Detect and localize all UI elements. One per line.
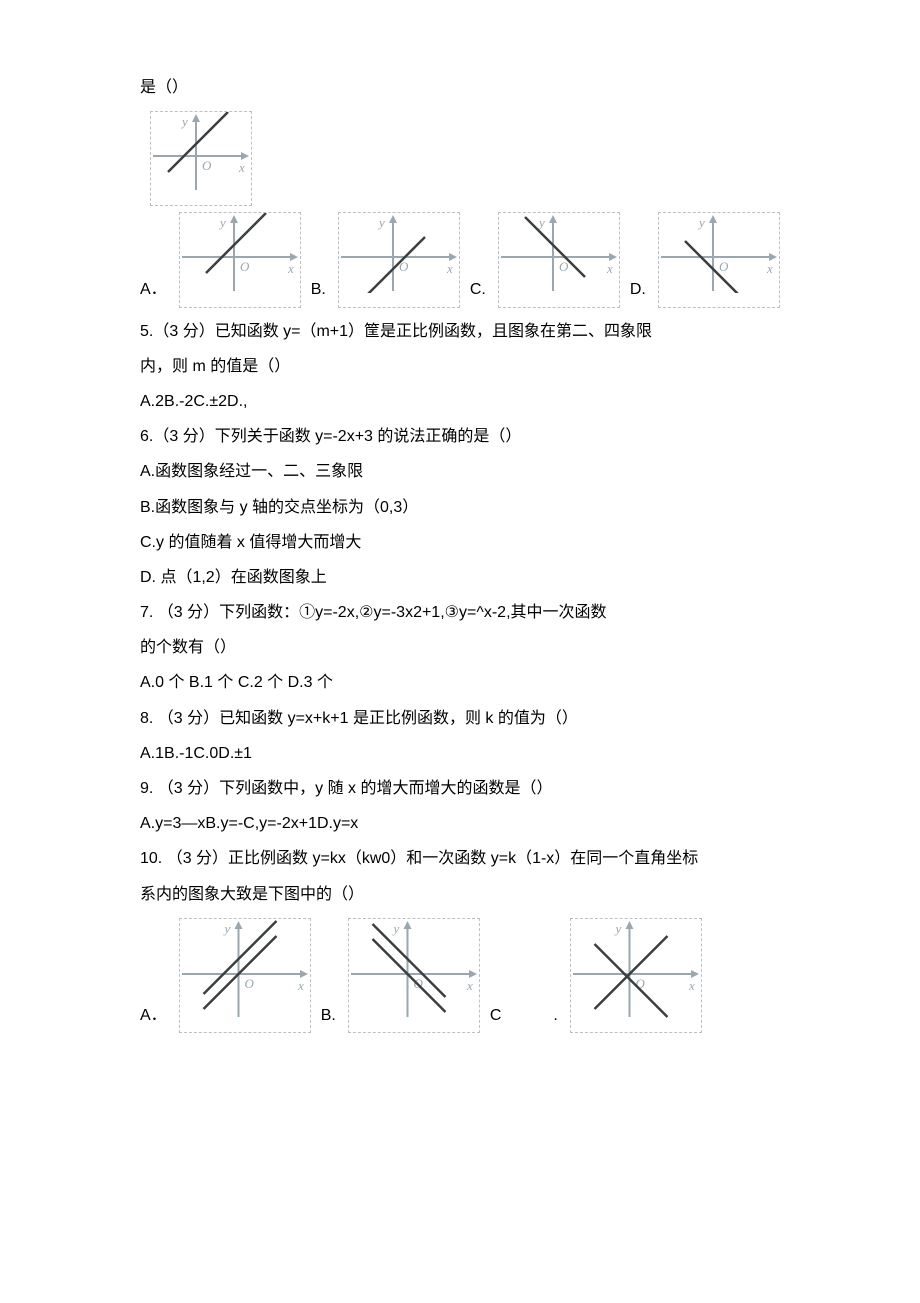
q6-opt-b: B.函数图象与 y 轴的交点坐标为（0,3） bbox=[140, 490, 780, 525]
q10-option-label-2: C bbox=[490, 998, 502, 1033]
q4-option-graph-3: O x y bbox=[658, 212, 780, 307]
q10-option-graph-3: O x y bbox=[570, 918, 702, 1033]
q5-line1: 5.（3 分）已知函数 y=（m+1）筐是正比例函数，且图象在第二、四象限 bbox=[140, 314, 780, 349]
svg-text:y: y bbox=[222, 921, 230, 936]
svg-text:y: y bbox=[613, 921, 621, 936]
q4-option-graph-2: O x y bbox=[498, 212, 620, 307]
q6-opt-a: A.函数图象经过一、二、三象限 bbox=[140, 454, 780, 489]
svg-text:y: y bbox=[218, 215, 226, 230]
q10-option-label-1: B. bbox=[321, 998, 336, 1033]
svg-text:x: x bbox=[606, 261, 613, 276]
q9-line2: A.y=3—xB.y=-C,y=-2x+1D.y=x bbox=[140, 806, 780, 841]
svg-text:y: y bbox=[377, 215, 385, 230]
q4-option-label-2: C. bbox=[470, 272, 486, 307]
svg-text:y: y bbox=[391, 921, 399, 936]
q7-line3: A.0 个 B.1 个 C.2 个 D.3 个 bbox=[140, 665, 780, 700]
svg-text:y: y bbox=[180, 114, 188, 129]
q5-line3: A.2B.-2C.±2D., bbox=[140, 384, 780, 419]
q4-option-graph-0: O x y bbox=[179, 212, 301, 307]
q7-line1: 7. （3 分）下列函数：①y=-2x,②y=-3x2+1,③y=^x-2,其中… bbox=[140, 595, 780, 630]
q10-option-label-0: A． bbox=[140, 998, 167, 1033]
svg-text:x: x bbox=[238, 160, 245, 175]
q6-stem: 6.（3 分）下列关于函数 y=-2x+3 的说法正确的是（） bbox=[140, 419, 780, 454]
q10-line2: 系内的图象大致是下图中的（） bbox=[140, 877, 780, 912]
svg-text:O: O bbox=[719, 259, 729, 274]
page: 是（） O x y A． O x y B. O x y C. O x y D. bbox=[0, 0, 920, 1079]
q4-top-graph: O x y bbox=[150, 111, 252, 206]
svg-text:x: x bbox=[688, 978, 695, 993]
q10-option-graph-0: O x y bbox=[179, 918, 311, 1033]
q4-option-label-3: D. bbox=[630, 272, 646, 307]
svg-text:x: x bbox=[766, 261, 773, 276]
svg-text:O: O bbox=[202, 158, 212, 173]
q8-line1: 8. （3 分）已知函数 y=x+k+1 是正比例函数，则 k 的值为（） bbox=[140, 701, 780, 736]
svg-text:y: y bbox=[537, 215, 545, 230]
svg-text:O: O bbox=[244, 976, 254, 991]
svg-text:O: O bbox=[240, 259, 250, 274]
svg-text:x: x bbox=[287, 261, 294, 276]
q4-options-row: A． O x y B. O x y C. O x y D. O x y bbox=[140, 212, 780, 307]
q4-option-graph-1: O x y bbox=[338, 212, 460, 307]
q8-line2: A.1B.-1C.0D.±1 bbox=[140, 736, 780, 771]
q4-option-label-1: B. bbox=[311, 272, 326, 307]
svg-text:x: x bbox=[466, 978, 473, 993]
q6-opt-c: C.y 的值随着 x 值得增大而增大 bbox=[140, 525, 780, 560]
q10-line1: 10. （3 分）正比例函数 y=kx（kw0）和一次函数 y=k（1-x）在同… bbox=[140, 841, 780, 876]
q10-option-graph-1: O x y bbox=[348, 918, 480, 1033]
q10-option-label-3: . bbox=[553, 998, 557, 1033]
q7-line2: 的个数有（） bbox=[140, 630, 780, 665]
q4-option-label-0: A． bbox=[140, 272, 167, 307]
q4-top-graph-wrap: O x y bbox=[150, 111, 780, 206]
svg-text:y: y bbox=[697, 215, 705, 230]
q10-options-row: A． O x y B. O x y C. O x y bbox=[140, 918, 780, 1033]
q4-intro: 是（） bbox=[140, 70, 780, 105]
q5-line2: 内，则 m 的值是（） bbox=[140, 349, 780, 384]
svg-text:x: x bbox=[446, 261, 453, 276]
q9-line1: 9. （3 分）下列函数中，y 随 x 的增大而增大的函数是（） bbox=[140, 771, 780, 806]
q6-opt-d: D. 点（1,2）在函数图象上 bbox=[140, 560, 780, 595]
svg-text:x: x bbox=[297, 978, 304, 993]
